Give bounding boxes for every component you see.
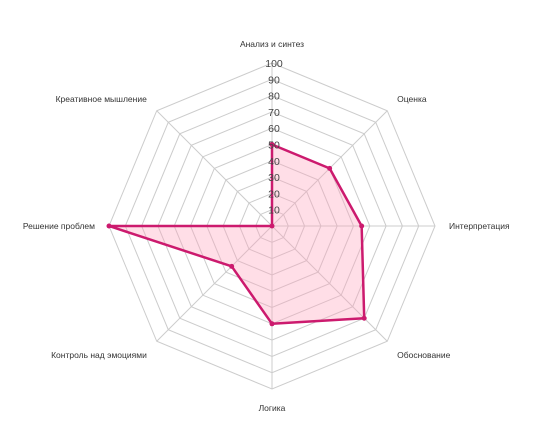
- series-layer: [106, 142, 367, 327]
- tick-label: 20: [268, 188, 280, 200]
- data-point-3[interactable]: [361, 315, 367, 321]
- tick-label: 90: [268, 74, 280, 86]
- tick-layer: 10 20 30 40 50 60 70 80 90 100: [265, 58, 283, 217]
- tick-label: 40: [268, 156, 280, 168]
- tick-label: 60: [268, 123, 280, 135]
- spoke-7: [156, 110, 273, 227]
- data-point-0[interactable]: [269, 142, 275, 147]
- data-point-4[interactable]: [269, 321, 275, 327]
- axis-label: Оценка: [397, 94, 427, 104]
- axis-label: Обоснование: [397, 350, 450, 360]
- tick-label: 80: [268, 91, 280, 103]
- tick-label: 100: [265, 58, 283, 70]
- tick-label: 50: [268, 140, 280, 152]
- series-area: [107, 143, 366, 326]
- axis-label: Решение проблем: [23, 221, 95, 231]
- data-point-6[interactable]: [106, 223, 112, 229]
- tick-label: 70: [268, 107, 280, 119]
- data-point-1[interactable]: [327, 165, 333, 171]
- axis-label: Логика: [259, 403, 286, 413]
- axis-label: Креативное мышление: [56, 94, 148, 104]
- data-point-5[interactable]: [229, 263, 235, 269]
- tick-label: 30: [268, 172, 280, 184]
- spoke-3: [271, 225, 388, 342]
- axis-label: Анализ и синтез: [240, 39, 304, 49]
- tick-label: 10: [268, 205, 280, 217]
- axis-label: Контроль над эмоциями: [51, 350, 147, 360]
- data-point-7[interactable]: [269, 223, 275, 229]
- spoke-5: [156, 225, 273, 342]
- axis-label: Интерпретация: [449, 221, 510, 231]
- data-point-2[interactable]: [359, 223, 365, 229]
- label-layer: Анализ и синтез Оценка Интерпретация Обосно…: [23, 39, 510, 413]
